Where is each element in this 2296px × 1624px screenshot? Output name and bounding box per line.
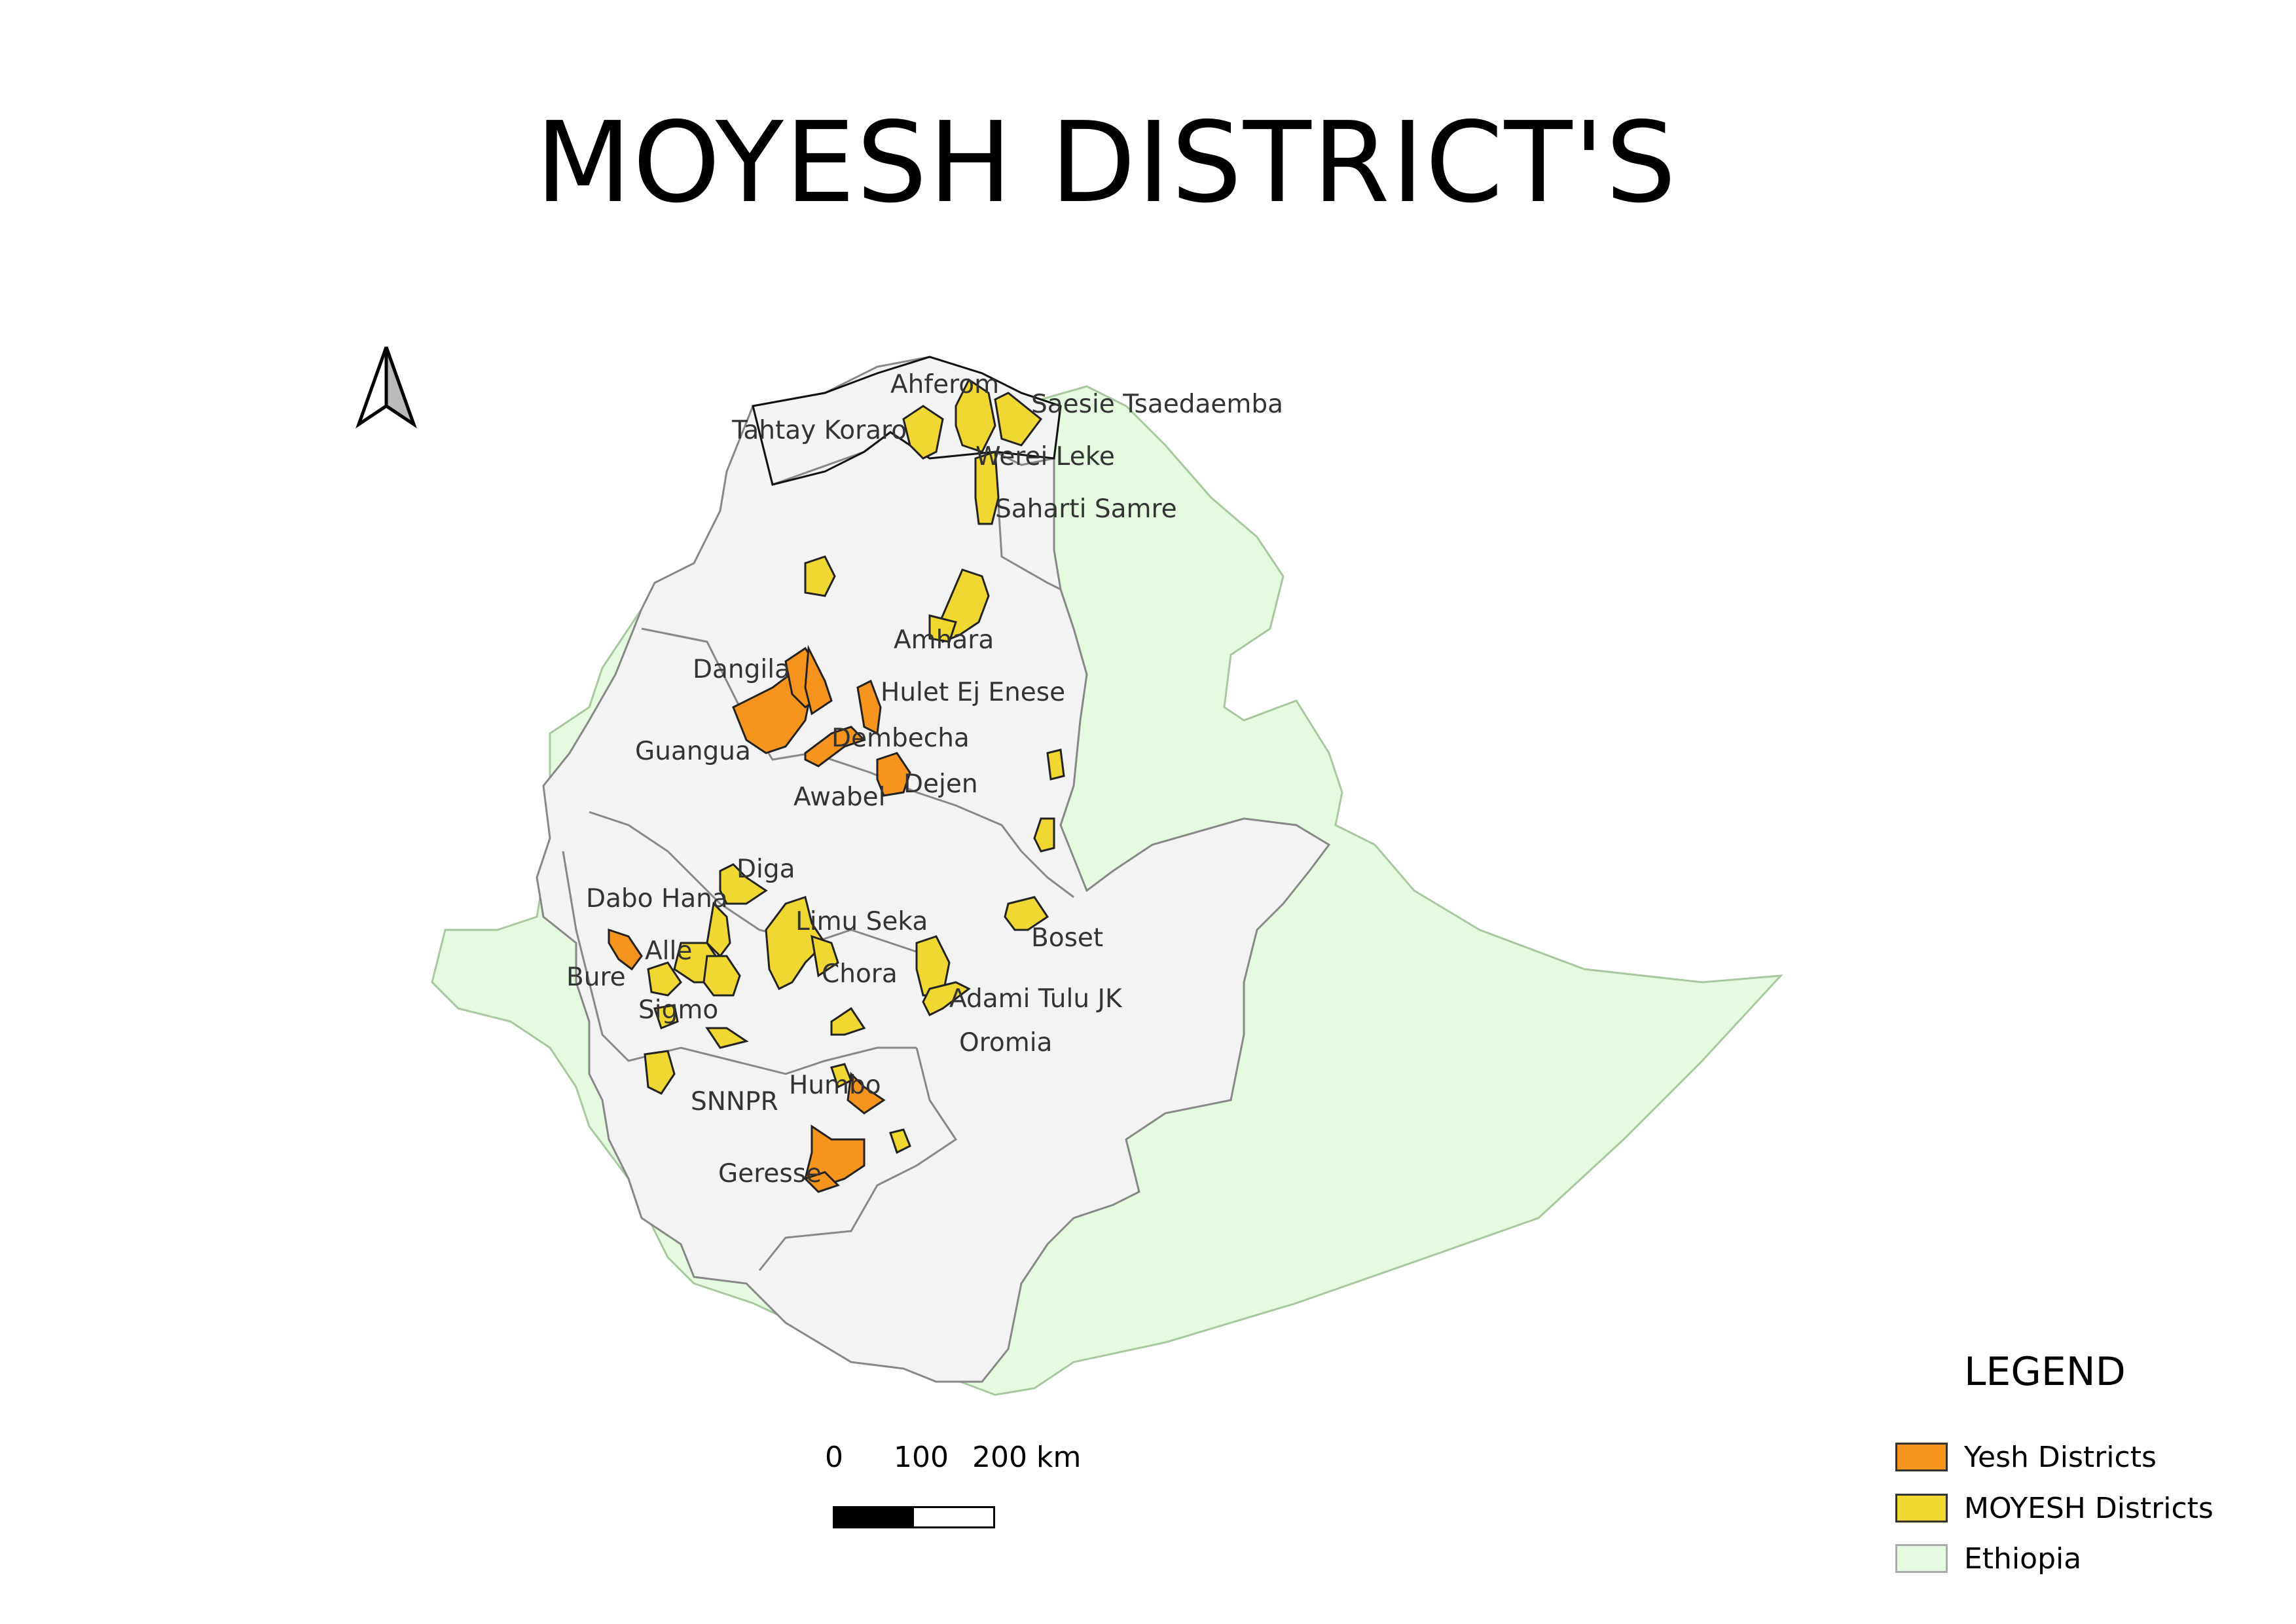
legend-label-moyesh: MOYESH Districts [1964,1491,2214,1525]
label-oromia: Oromia [959,1028,1052,1058]
label-hulet-ej-enese: Hulet Ej Enese [881,678,1065,707]
label-saharti-samre: Saharti Samre [995,494,1177,524]
map-title: MOYESH DISTRICT'S [535,98,1678,228]
label-boset: Boset [1031,923,1103,953]
label-sigmo: Sigmo [638,995,718,1025]
yesh-districts [608,644,911,1193]
moyesh-districts [644,378,1065,1154]
label-adami-tulu-jk: Adami Tulu JK [949,984,1123,1014]
label-dangila: Dangila [693,655,790,684]
label-snnpr: SNNPR [691,1087,778,1116]
label-bure: Bure [566,963,626,992]
scale-bar-white-segment [914,1508,993,1526]
scale-tick-100: 100 [894,1441,949,1474]
scale-bar-graphic [833,1506,995,1528]
label-guangua: Guangua [635,737,751,766]
tigray-outline [752,356,1062,486]
legend-swatch-yesh [1895,1443,1948,1471]
label-awabel: Awabel [793,783,885,812]
legend-swatch-moyesh [1895,1494,1948,1522]
label-tahtay-koraro: Tahtay Koraro [731,416,907,445]
label-chora: Chora [822,959,898,989]
region-borders [562,405,1074,1271]
legend-label-yesh: Yesh Districts [1964,1440,2157,1474]
legend-item-moyesh: MOYESH Districts [1895,1491,2214,1525]
scale-bar-black-segment [835,1508,914,1526]
legend-title: LEGEND [1964,1349,2126,1395]
label-diga: Diga [737,855,795,884]
label-limu-seka: Limu Seka [795,907,928,936]
place-labels: Ahferom Saesie Tsaedaemba Tahtay Koraro … [566,370,1283,1189]
scale-tick-0: 0 [825,1441,843,1474]
label-dabo-hana: Dabo Hana [586,884,728,913]
legend-swatch-ethiopia [1895,1544,1948,1573]
legend-label-ethiopia: Ethiopia [1964,1541,2082,1576]
legend-item-ethiopia: Ethiopia [1895,1541,2082,1576]
label-ahferom: Ahferom [890,370,999,399]
label-dejen: Dejen [903,769,978,799]
legend-item-yesh: Yesh Districts [1895,1440,2157,1474]
label-humbo: Humbo [789,1071,881,1100]
label-alle: Alle [645,936,692,966]
regions-shape [536,356,1331,1383]
scale-tick-200: 200 km [972,1441,1082,1474]
label-saesie-tsaedaemba: Saesie Tsaedaemba [1031,390,1283,419]
label-amhara: Amhara [894,625,994,655]
north-arrow-icon [355,346,417,429]
label-dembecha: Dembecha [831,724,970,753]
label-geresse: Geresse [718,1159,822,1189]
label-werei-leke: Werei Leke [975,442,1115,471]
